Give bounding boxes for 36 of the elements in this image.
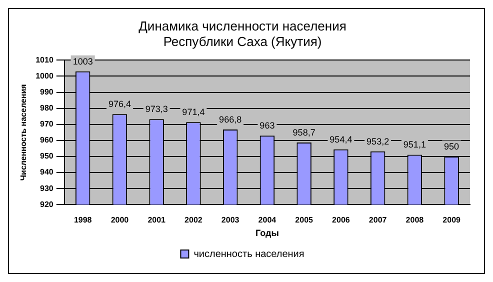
data-label: 973,3 xyxy=(145,104,168,114)
data-label: 971,4 xyxy=(182,107,205,118)
y-tick-label: 970 xyxy=(40,120,54,129)
y-tick-label: 1000 xyxy=(36,71,54,80)
data-label: 951,1 xyxy=(403,140,426,150)
x-tick-label: 2008 xyxy=(406,216,424,225)
x-tick-label: 2004 xyxy=(258,216,277,225)
x-tick-label: 2009 xyxy=(442,216,462,225)
y-tick-label: 940 xyxy=(40,168,54,177)
y-tick-label: 930 xyxy=(40,184,54,193)
data-label: 958,7 xyxy=(292,127,316,138)
data-label: 953,2 xyxy=(366,136,390,146)
y-tick-label: 920 xyxy=(40,200,54,209)
y-axis-title: Численность населения xyxy=(19,84,28,181)
legend-label: численность населения xyxy=(194,248,304,260)
data-label: 963 xyxy=(260,120,275,131)
x-tick-label: 2002 xyxy=(184,216,203,225)
y-tick-label: 990 xyxy=(40,87,54,96)
chart-title: Динамика численности населения Республики Саха (Якутия) xyxy=(138,18,346,49)
x-tick-label: 2003 xyxy=(221,216,240,225)
x-axis-title: Годы xyxy=(255,228,280,238)
data-label: 950 xyxy=(444,141,460,152)
data-label: 954,4 xyxy=(330,134,352,144)
y-tick-label: 950 xyxy=(40,152,54,161)
x-tick-label: 2007 xyxy=(368,216,388,225)
x-tick-label: 2006 xyxy=(332,216,350,225)
data-label: 966,8 xyxy=(219,114,242,124)
data-label: 1003 xyxy=(72,56,93,66)
data-label: 976,4 xyxy=(108,99,131,110)
x-tick-label: 1998 xyxy=(74,216,92,225)
x-tick-label: 2001 xyxy=(148,216,166,225)
y-tick-label: 1010 xyxy=(36,55,54,64)
y-tick-label: 960 xyxy=(40,136,54,145)
y-tick-label: 980 xyxy=(40,104,54,113)
x-tick-label: 2000 xyxy=(110,216,130,225)
x-tick-label: 2005 xyxy=(295,216,314,225)
